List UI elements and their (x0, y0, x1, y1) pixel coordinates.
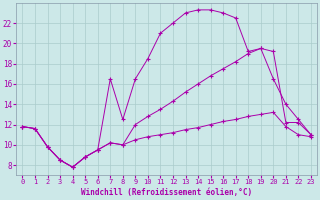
X-axis label: Windchill (Refroidissement éolien,°C): Windchill (Refroidissement éolien,°C) (81, 188, 252, 197)
